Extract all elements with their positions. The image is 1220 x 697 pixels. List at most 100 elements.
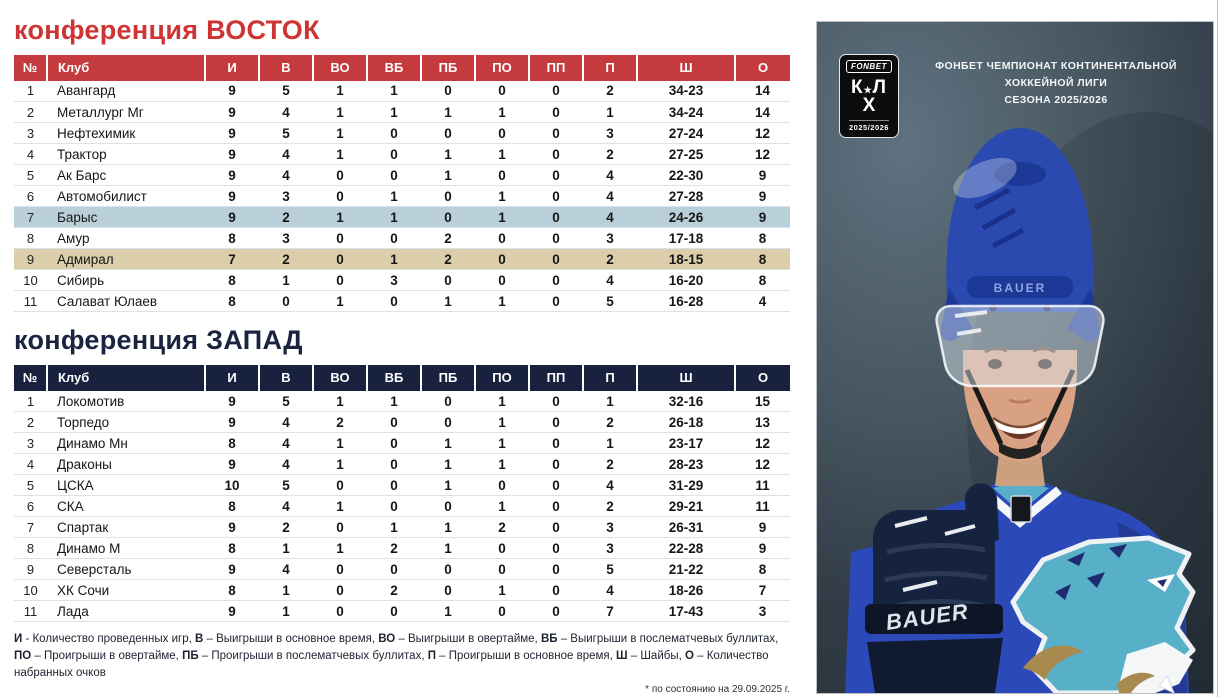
stat-cell: 2	[421, 227, 475, 250]
position-cell: 5	[14, 164, 47, 187]
stat-cell: 9	[205, 122, 259, 145]
stat-cell: 1	[367, 80, 421, 103]
position-cell: 7	[14, 516, 47, 539]
stat-cell: 0	[529, 537, 583, 560]
standings-row: 9 Северсталь 9 4 0 0 0 0 0 5 21-22 8	[14, 558, 790, 581]
stat-cell: 10	[205, 474, 259, 497]
stat-cell: 1	[367, 185, 421, 208]
player-photo-panel: FONBET К★Л Х 2025/2026 ФОНБЕТ ЧЕМПИОНАТ …	[817, 22, 1213, 693]
club-name-cell: Металлург Мг	[47, 101, 205, 124]
stat-cell: 0	[529, 390, 583, 413]
stat-cell: 8	[205, 579, 259, 602]
stat-cell: 4	[259, 432, 313, 455]
stat-cell: 1	[421, 101, 475, 124]
standings-row: 8 Динамо М 8 1 1 2 1 0 0 3 22-28 9	[14, 537, 790, 560]
stat-cell: 29-21	[637, 495, 735, 518]
club-name-cell: Спартак	[47, 516, 205, 539]
stat-cell: 0	[367, 290, 421, 313]
stat-cell: 8	[735, 558, 790, 581]
stat-cell: 5	[583, 558, 637, 581]
west-conference-title: конференция ЗАПАД	[14, 325, 303, 356]
right-eye	[1038, 359, 1052, 369]
position-cell: 8	[14, 537, 47, 560]
stat-cell: 17-18	[637, 227, 735, 250]
stat-cell: 1	[475, 185, 529, 208]
stat-cell: 11	[735, 474, 790, 497]
stat-cell: 0	[529, 579, 583, 602]
column-header-О: О	[734, 364, 790, 391]
stat-cell: 2	[367, 579, 421, 602]
stat-cell: 1	[475, 206, 529, 229]
stat-cell: 0	[313, 164, 367, 187]
stat-cell: 8	[205, 269, 259, 292]
helmet-front-band	[967, 276, 1073, 298]
eyebrows	[984, 347, 1056, 354]
stat-cell: 1	[475, 143, 529, 166]
stat-cell: 0	[529, 206, 583, 229]
stat-cell: 9	[205, 164, 259, 187]
stat-cell: 8	[735, 227, 790, 250]
stat-cell: 1	[421, 474, 475, 497]
stat-cell: 1	[313, 495, 367, 518]
stat-cell: 0	[529, 143, 583, 166]
smile-line	[992, 416, 1048, 429]
stat-cell: 4	[583, 164, 637, 187]
stat-cell: 0	[313, 185, 367, 208]
gold-flame-small	[1117, 672, 1155, 693]
stat-cell: 0	[529, 474, 583, 497]
stat-cell: 1	[313, 206, 367, 229]
east-header-row: № Клуб И В ВО ВБ ПБ ПО ПП П Ш О	[14, 54, 790, 81]
club-name-cell: ЦСКА	[47, 474, 205, 497]
stat-cell: 9	[735, 537, 790, 560]
stat-cell: 14	[735, 101, 790, 124]
stat-cell: 2	[313, 411, 367, 434]
column-header-ВБ: ВБ	[366, 54, 421, 81]
column-header-ПП: ПП	[528, 54, 583, 81]
stat-cell: 1	[421, 453, 475, 476]
stat-cell: 2	[475, 516, 529, 539]
club-name-cell: Барыс	[47, 206, 205, 229]
stat-cell: 0	[475, 269, 529, 292]
club-name-cell: Автомобилист	[47, 185, 205, 208]
column-header-№: №	[14, 54, 47, 81]
stat-cell: 8	[735, 269, 790, 292]
stat-cell: 5	[259, 474, 313, 497]
stat-cell: 12	[735, 143, 790, 166]
open-mouth	[1001, 430, 1039, 439]
standings-row: 4 Драконы 9 4 1 0 1 1 0 2 28-23 12	[14, 453, 790, 476]
column-header-В: В	[258, 364, 313, 391]
stat-cell: 0	[421, 206, 475, 229]
stat-cell: 0	[529, 453, 583, 476]
standings-row: 1 Авангард 9 5 1 1 0 0 0 2 34-23 14	[14, 80, 790, 103]
stat-cell: 27-28	[637, 185, 735, 208]
stats-legend: И - Количество проведенных игр, В – Выиг…	[14, 633, 779, 679]
column-header-ПО: ПО	[474, 54, 529, 81]
stat-cell: 1	[475, 579, 529, 602]
helmet-gloss	[953, 157, 1017, 199]
legend-term: П	[427, 650, 436, 663]
glove-highlights	[894, 516, 976, 592]
stat-cell: 0	[475, 537, 529, 560]
column-header-Ш: Ш	[636, 364, 735, 391]
caption-text: ФОНБЕТ ЧЕМПИОНАТ КОНТИНЕНТАЛЬНОЙ ХОККЕЙН…	[913, 58, 1199, 108]
stat-cell: 9	[205, 80, 259, 103]
position-cell: 1	[14, 390, 47, 413]
stat-cell: 9	[205, 600, 259, 623]
chin-straps	[964, 368, 1076, 446]
standings-row: 10 ХК Сочи 8 1 0 2 0 1 0 4 18-26 7	[14, 579, 790, 602]
stat-cell: 31-29	[637, 474, 735, 497]
stat-cell: 1	[583, 101, 637, 124]
column-header-ПБ: ПБ	[420, 364, 475, 391]
stat-cell: 1	[367, 390, 421, 413]
west-standings-table: № Клуб И В ВО ВБ ПБ ПО ПП П Ш О 1 Локомотив 9 5 1 1 0 1 0 1 3…	[14, 364, 790, 623]
stat-cell: 4	[259, 101, 313, 124]
stat-cell: 1	[475, 453, 529, 476]
east-conference-title: конференция ВОСТОК	[14, 15, 320, 45]
stat-cell: 22-30	[637, 164, 735, 187]
position-cell: 10	[14, 579, 47, 602]
club-name-cell: Адмирал	[47, 248, 205, 271]
column-header-О: О	[734, 54, 790, 81]
nose	[1008, 398, 1032, 404]
khl-letter-l: Л	[872, 77, 888, 99]
club-name-cell: Нефтехимик	[47, 122, 205, 145]
